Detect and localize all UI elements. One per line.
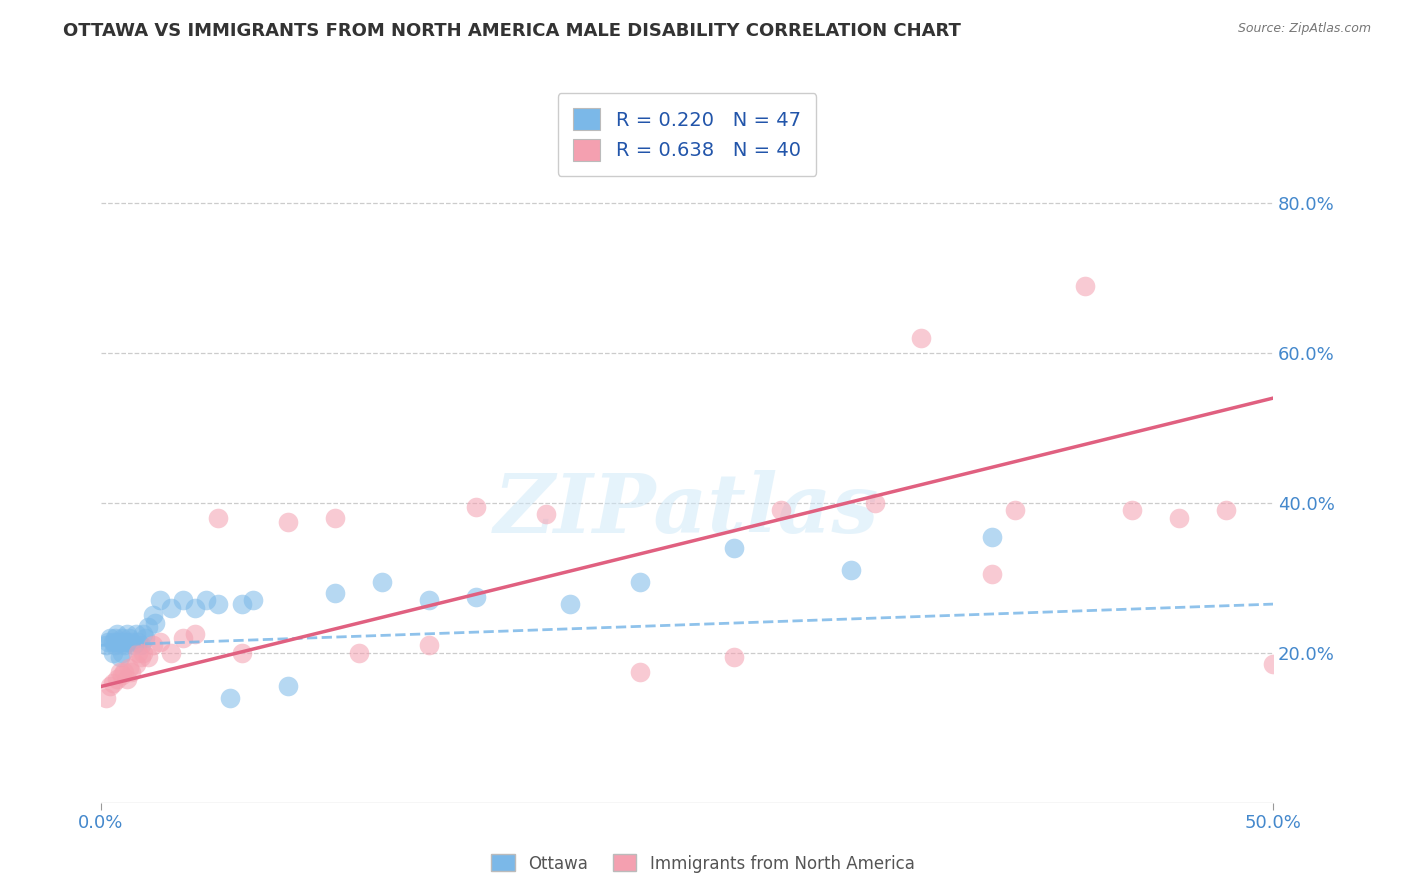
Point (108, 649, 131, 664)
Point (94, 638, 117, 652)
Point (558, 597, 581, 611)
Point (863, 496, 886, 510)
Point (1168, 511, 1191, 525)
Point (112, 638, 135, 652)
Point (132, 627, 155, 641)
Text: ZIPatlas: ZIPatlas (495, 470, 880, 549)
Point (136, 649, 159, 664)
Point (127, 634, 149, 648)
Point (183, 627, 205, 641)
Point (839, 563, 862, 577)
Text: Source: ZipAtlas.com: Source: ZipAtlas.com (1237, 22, 1371, 36)
Point (125, 627, 148, 641)
Point (141, 608, 163, 623)
Point (172, 631, 194, 645)
Point (207, 511, 229, 525)
Point (105, 634, 128, 648)
Point (1121, 503, 1143, 517)
Point (115, 634, 138, 648)
Point (148, 593, 170, 607)
Text: OTTAWA VS IMMIGRANTS FROM NORTH AMERICA MALE DISABILITY CORRELATION CHART: OTTAWA VS IMMIGRANTS FROM NORTH AMERICA … (63, 22, 962, 40)
Point (980, 530, 1002, 544)
Point (127, 646, 149, 660)
Point (172, 593, 194, 607)
Point (111, 668, 134, 682)
Point (347, 646, 370, 660)
Point (418, 638, 440, 652)
Point (105, 627, 128, 641)
Point (118, 661, 141, 675)
Point (628, 574, 651, 589)
Point (536, 507, 558, 521)
Point (97, 634, 120, 648)
Point (723, 649, 745, 664)
Point (160, 646, 183, 660)
Point (277, 515, 299, 529)
Legend: R = 0.220   N = 47, R = 0.638   N = 40: R = 0.220 N = 47, R = 0.638 N = 40 (558, 93, 817, 176)
Point (231, 597, 253, 611)
Point (1004, 503, 1026, 517)
Point (242, 593, 264, 607)
Point (98, 680, 121, 694)
Point (1261, 657, 1284, 671)
Point (418, 593, 440, 607)
Point (195, 593, 218, 607)
Point (104, 631, 127, 645)
Point (148, 634, 170, 648)
Point (105, 672, 128, 686)
Point (465, 500, 488, 514)
Point (120, 665, 142, 679)
Point (98, 631, 121, 645)
Point (112, 634, 135, 648)
Point (980, 567, 1002, 582)
Point (111, 646, 134, 660)
Point (129, 649, 152, 664)
Point (1074, 278, 1097, 293)
Point (122, 638, 145, 652)
Point (108, 634, 131, 648)
Point (219, 690, 242, 705)
Point (723, 541, 745, 555)
Legend: Ottawa, Immigrants from North America: Ottawa, Immigrants from North America (485, 847, 921, 880)
Point (94, 690, 117, 705)
Point (325, 511, 347, 525)
Point (108, 665, 131, 679)
Point (112, 665, 135, 679)
Point (132, 646, 155, 660)
Point (231, 646, 253, 660)
Point (101, 675, 124, 690)
Point (111, 631, 134, 645)
Point (118, 631, 141, 645)
Point (1215, 503, 1237, 517)
Point (125, 657, 148, 671)
Point (910, 331, 932, 345)
Point (325, 586, 347, 600)
Point (101, 634, 124, 648)
Point (101, 646, 124, 660)
Point (115, 672, 138, 686)
Point (134, 631, 156, 645)
Point (628, 665, 651, 679)
Point (183, 600, 205, 615)
Point (104, 638, 127, 652)
Point (136, 619, 159, 633)
Point (371, 574, 394, 589)
Point (465, 590, 488, 604)
Point (120, 634, 142, 648)
Point (769, 503, 792, 517)
Point (143, 615, 166, 630)
Point (207, 597, 229, 611)
Point (115, 627, 138, 641)
Point (160, 600, 183, 615)
Point (277, 680, 299, 694)
Point (129, 638, 152, 652)
Point (141, 638, 163, 652)
